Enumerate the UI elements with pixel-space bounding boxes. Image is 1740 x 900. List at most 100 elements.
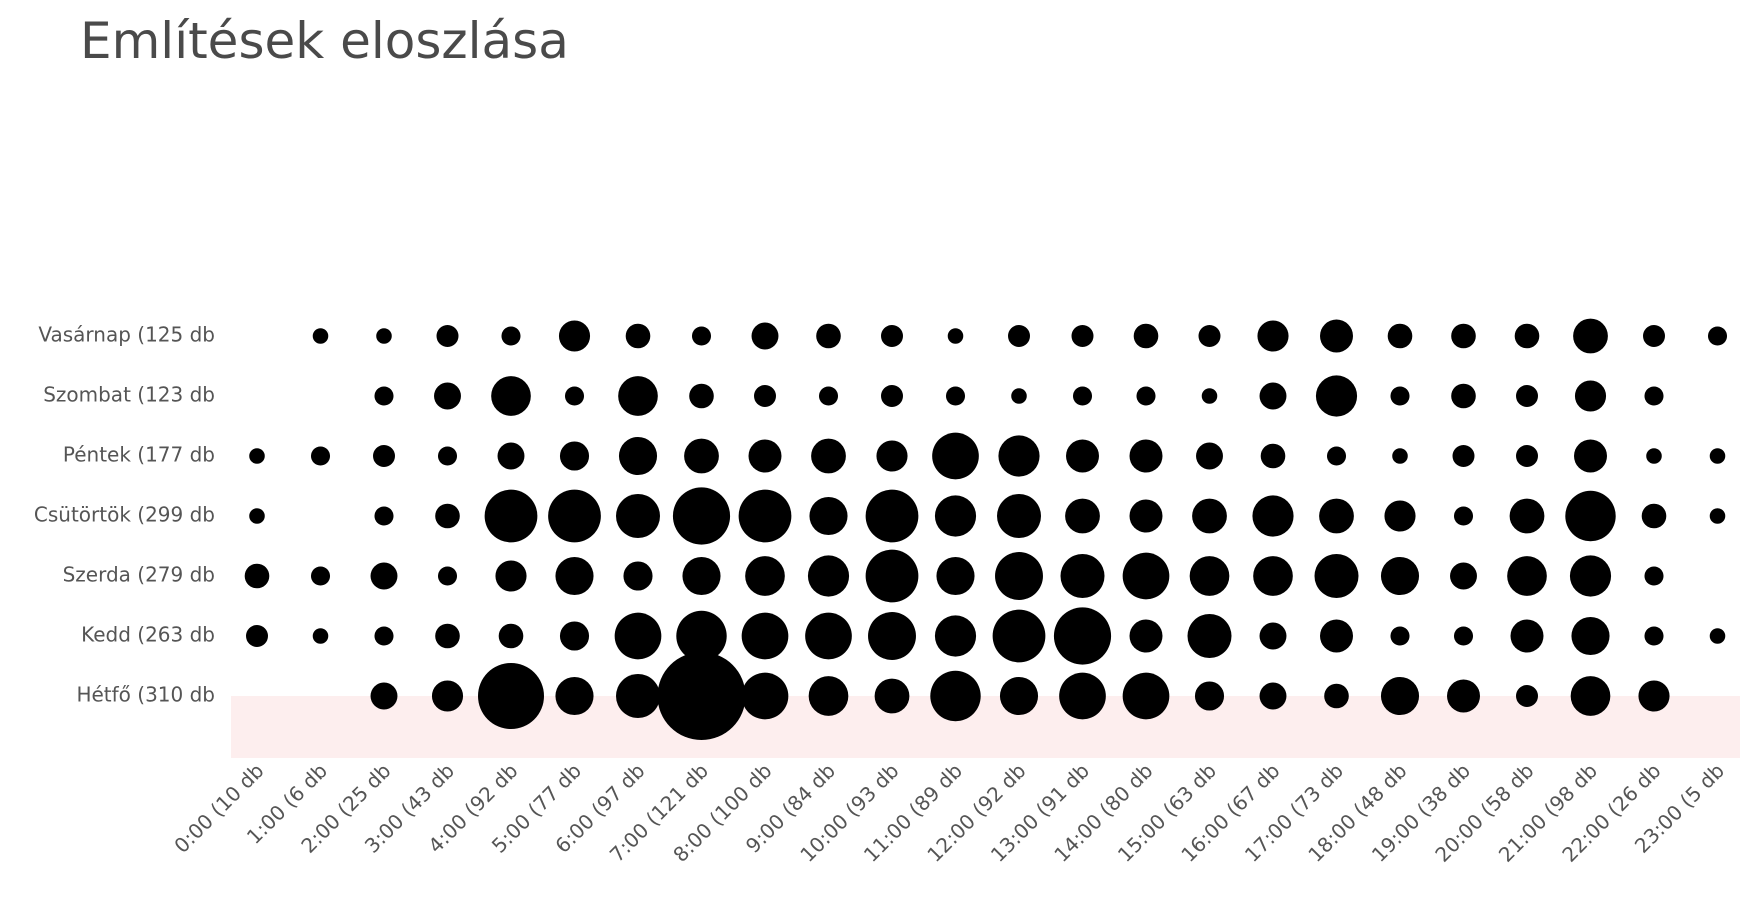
- bubble: [1380, 676, 1420, 716]
- bubble: [1638, 680, 1670, 712]
- bubble: [657, 652, 746, 740]
- bubble: [1709, 628, 1726, 644]
- bubble: [1569, 555, 1612, 597]
- bubble: [1189, 556, 1230, 596]
- bubble: [1392, 448, 1408, 464]
- bubble: [501, 326, 521, 346]
- bubble: [1507, 556, 1547, 596]
- bubble: [374, 506, 394, 526]
- bubble: [1565, 490, 1616, 542]
- bubble: [1447, 679, 1480, 713]
- bubble: [1643, 325, 1665, 347]
- bubble: [930, 670, 981, 722]
- bubble: [1320, 619, 1353, 653]
- bubble: [809, 496, 848, 536]
- bubble: [310, 446, 331, 466]
- bubble: [1574, 439, 1607, 473]
- bubble: [689, 383, 714, 409]
- bubble: [816, 323, 841, 349]
- bubble: [1259, 682, 1287, 710]
- bubble: [1253, 556, 1293, 596]
- bubble: [478, 663, 544, 729]
- bubble: [676, 610, 727, 662]
- bubble: [1709, 508, 1726, 524]
- bubble: [310, 566, 331, 586]
- bubble: [1641, 503, 1667, 529]
- bubble: [312, 328, 329, 344]
- bubble: [808, 676, 849, 716]
- bubble: [745, 556, 785, 596]
- bubble: [1252, 495, 1294, 537]
- bubble: [616, 674, 660, 718]
- bubble: [751, 322, 779, 350]
- bubble: [498, 623, 524, 649]
- y-tick-label: Szerda (279 db: [63, 563, 215, 587]
- bubble: [1644, 626, 1664, 646]
- bubble: [881, 385, 903, 407]
- bubble: [1380, 556, 1420, 596]
- bubble: [1516, 385, 1538, 407]
- bubble: [1453, 506, 1474, 526]
- bubble: [865, 489, 919, 543]
- bubble: [374, 626, 394, 646]
- bubble: [376, 328, 392, 344]
- bubble: [1707, 326, 1728, 346]
- bubble: [1573, 318, 1608, 354]
- bubble: [1259, 382, 1287, 410]
- bubble: [1260, 443, 1286, 469]
- bubble: [558, 320, 591, 352]
- bubble: [491, 376, 531, 416]
- bubble: [559, 441, 590, 471]
- bubble: [1384, 500, 1416, 532]
- bubble: [1451, 323, 1476, 349]
- bubble: [672, 487, 731, 545]
- bubble: [1259, 622, 1287, 650]
- bubble: [876, 440, 908, 472]
- bubble: [1257, 320, 1289, 352]
- bubble: [1571, 616, 1610, 656]
- y-tick-label: Szombat (123 db: [43, 383, 215, 407]
- bubble: [1452, 445, 1475, 467]
- bubble: [434, 382, 461, 410]
- bubble: [1122, 552, 1170, 600]
- bubble: [995, 552, 1043, 600]
- bubble: [945, 386, 966, 406]
- bubble: [618, 376, 658, 416]
- bubble: [1644, 566, 1664, 586]
- bubble: [1314, 554, 1359, 598]
- bubble: [1570, 676, 1611, 716]
- bubble: [559, 621, 590, 651]
- bubble: [934, 495, 977, 537]
- bubble: [868, 612, 916, 660]
- bubble: [992, 609, 1046, 663]
- bubble: [1324, 683, 1349, 709]
- bubble: [618, 436, 658, 476]
- bubble: [881, 325, 903, 347]
- bubble: [1008, 325, 1030, 347]
- bubble: [738, 489, 792, 543]
- bubble: [741, 672, 789, 720]
- y-tick-label: Kedd (263 db: [81, 623, 215, 647]
- bubble: [437, 446, 458, 466]
- bubble: [1136, 386, 1156, 406]
- bubble: [1194, 681, 1225, 711]
- bubble: [1066, 439, 1099, 473]
- bubble: [555, 556, 594, 596]
- bubble: [1060, 554, 1105, 598]
- bubble: [1192, 498, 1227, 534]
- bubble: [1053, 607, 1112, 665]
- y-tick-label: Hétfő (310 db: [76, 683, 215, 707]
- bubble: [435, 623, 460, 649]
- bubble: [1709, 448, 1726, 464]
- bubble: [1574, 380, 1607, 412]
- bubble: [616, 494, 660, 538]
- bubble: [932, 432, 979, 480]
- bubble: [437, 566, 458, 586]
- bubble: [495, 560, 527, 592]
- bubble: [555, 676, 594, 716]
- bubble: [811, 438, 846, 474]
- bubble: [436, 325, 459, 347]
- bubble: [1644, 386, 1664, 406]
